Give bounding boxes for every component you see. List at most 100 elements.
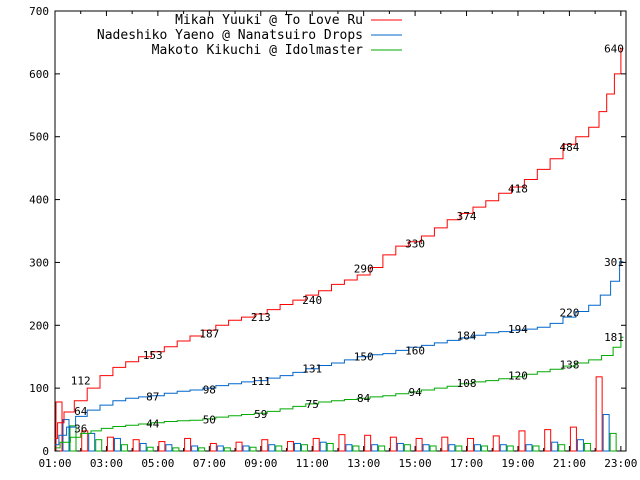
data-label-0: 418 [508, 182, 528, 195]
y-tick-label: 700 [29, 5, 49, 18]
x-axis: 01:00 03:00 05:00 07:00 09:00 11:00 13:00 15:00… [38, 11, 637, 470]
data-label-1: 87 [146, 390, 159, 403]
bar-green [378, 445, 386, 452]
data-label-0: 240 [302, 294, 322, 307]
bar-green [326, 442, 334, 452]
data-label-1: 64 [74, 405, 88, 418]
y-tick-label: 0 [42, 445, 49, 458]
bar-red [184, 437, 192, 452]
bar-blue [268, 444, 276, 452]
data-label-1: 111 [251, 375, 271, 388]
bar-red [158, 441, 166, 452]
bar-red [492, 435, 500, 452]
legend-label-1: Nadeshiko Yaeno @ Nanatsuiro Drops [97, 28, 363, 43]
data-label-1: 150 [354, 351, 374, 364]
data-label-2: 120 [508, 370, 528, 383]
bar-blue [345, 444, 353, 452]
bar-blue [525, 444, 533, 452]
bar-green [146, 446, 154, 452]
bar-green [198, 447, 206, 452]
data-label-2: 181 [604, 331, 624, 344]
bar-blue [216, 445, 224, 452]
bar-green [352, 445, 360, 452]
data-label-2: 138 [559, 358, 579, 371]
bar-green [609, 432, 617, 452]
x-tick-label: 19:00 [501, 457, 534, 470]
data-label-1: 184 [457, 329, 477, 342]
data-label-0: 290 [354, 263, 374, 276]
data-label-2: 84 [357, 392, 371, 405]
data-label-1: 98 [203, 383, 216, 396]
bar-blue [499, 444, 507, 452]
bar-red [441, 436, 449, 452]
bar-blue [396, 442, 404, 452]
y-tick-label: 400 [29, 194, 49, 207]
bar-red [286, 441, 294, 452]
bar-blue [319, 441, 327, 452]
y-tick-label: 200 [29, 319, 49, 332]
x-tick-label: 23:00 [604, 457, 637, 470]
bar-red [569, 426, 577, 452]
data-label-1: 301 [604, 256, 624, 269]
bar-blue [88, 432, 96, 452]
bar-green [120, 444, 128, 452]
y-tick-label: 600 [29, 68, 49, 81]
data-label-2: 75 [306, 398, 319, 411]
bar-green [532, 445, 540, 452]
bar-blue [422, 444, 430, 452]
bar-blue [293, 442, 301, 452]
bar-red [467, 437, 475, 452]
x-tick-label: 21:00 [553, 457, 586, 470]
bar-red [415, 437, 423, 452]
legend-label-0: Mikan Yuuki @ To Love Ru [175, 13, 363, 28]
data-label-0: 187 [199, 327, 219, 340]
bar-blue [576, 439, 584, 452]
data-label-0: 484 [559, 141, 579, 154]
bar-green [95, 439, 103, 452]
x-tick-label: 03:00 [90, 457, 123, 470]
x-tick-label: 15:00 [399, 457, 432, 470]
bar-green [506, 445, 514, 452]
y-axis: 0 100 200 300 400 500 600 700 [29, 5, 626, 458]
data-label-0: 330 [405, 238, 425, 251]
x-tick-label: 11:00 [296, 457, 329, 470]
series-lines [55, 48, 624, 449]
data-label-2: 94 [408, 386, 422, 399]
bar-green [172, 447, 180, 452]
bar-red [81, 430, 89, 452]
bar-blue [139, 442, 147, 452]
data-labels: 112 153 187 213 240 290 330 374 418 484 640 64 87 98 1… [71, 43, 624, 436]
bar-red [209, 442, 217, 452]
y-tick-label: 500 [29, 131, 49, 144]
bar-blue [191, 445, 199, 452]
data-label-0: 153 [143, 349, 163, 362]
bar-green [249, 446, 257, 452]
series-line-0 [55, 48, 624, 439]
data-label-0: 112 [71, 375, 91, 388]
bar-blue [113, 437, 121, 452]
data-label-1: 194 [508, 323, 528, 336]
x-tick-label: 09:00 [244, 457, 277, 470]
bar-blue [551, 441, 559, 452]
x-tick-label: 13:00 [347, 457, 380, 470]
bar-green [403, 444, 411, 452]
bar-red [389, 436, 397, 452]
data-label-0: 374 [457, 210, 477, 223]
y-tick-label: 300 [29, 256, 49, 269]
x-tick-label: 07:00 [193, 457, 226, 470]
bar-green [455, 445, 463, 452]
data-label-2: 50 [203, 414, 216, 427]
data-label-0: 640 [604, 43, 624, 56]
bar-blue [242, 445, 250, 452]
x-tick-label: 01:00 [38, 457, 71, 470]
plot-frame [54, 10, 627, 452]
bar-red [312, 437, 320, 452]
data-label-2: 44 [146, 417, 160, 430]
bar-green [558, 444, 566, 452]
y-tick-label: 100 [29, 382, 49, 395]
bar-green [300, 444, 308, 452]
bar-red [106, 436, 114, 452]
legend-label-2: Makoto Kikuchi @ Idolmaster [152, 43, 363, 58]
